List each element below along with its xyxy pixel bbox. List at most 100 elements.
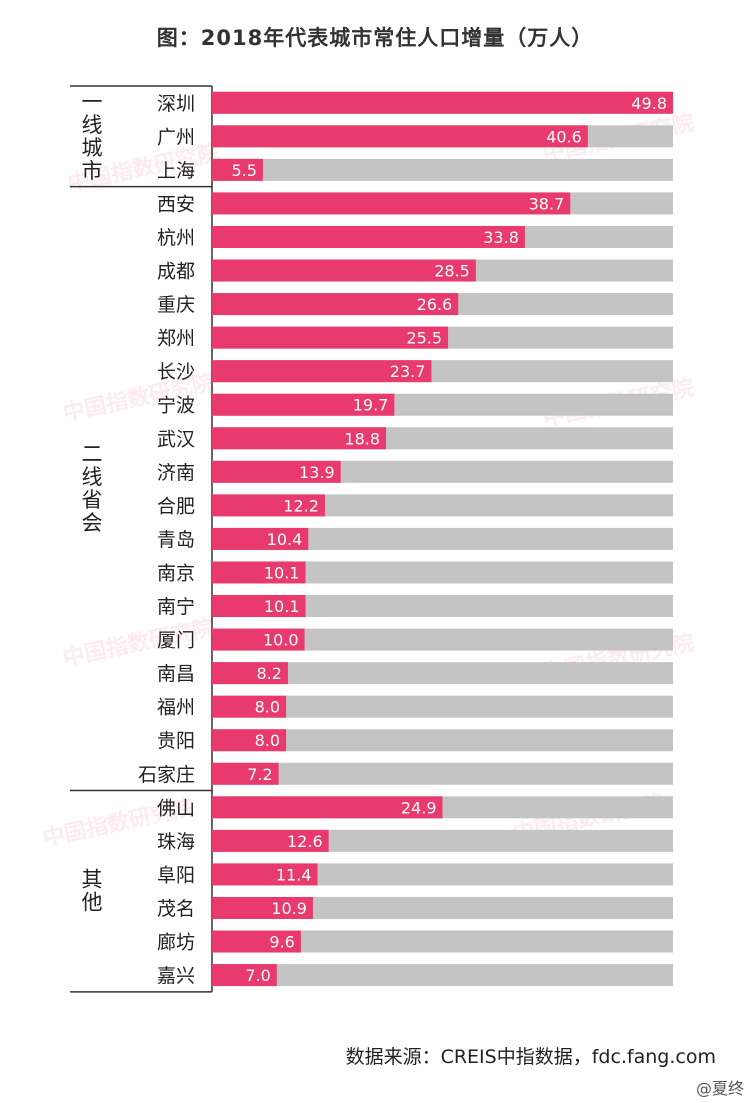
bar [212, 460, 341, 483]
bar-value-label: 28.5 [434, 262, 470, 281]
bar-track [212, 896, 673, 919]
bar-row: 12.6 珠海 [157, 829, 673, 853]
bar-value-label: 8.0 [255, 731, 280, 750]
bar [212, 561, 306, 584]
bar-row: 12.2 合肥 [157, 494, 673, 517]
category-label: 杭州 [157, 227, 195, 249]
category-label: 南京 [157, 562, 195, 584]
bar [212, 695, 287, 718]
bar-value-label: 10.0 [263, 631, 299, 650]
bar-track [212, 662, 673, 685]
bar-row: 38.7 西安 [157, 192, 673, 215]
category-label: 廊坊 [157, 932, 195, 954]
bar [212, 293, 459, 316]
bar-value-label: 40.6 [546, 127, 582, 146]
bar-row: 23.7 长沙 [157, 360, 673, 383]
bar [212, 393, 395, 416]
bar-track [212, 762, 673, 785]
bar-row: 13.9 济南 [157, 460, 673, 484]
bar-value-label: 8.0 [255, 698, 280, 717]
bar-row: 26.6 重庆 [157, 293, 673, 316]
bar-row: 8.2 南昌 [157, 662, 673, 685]
bar-row: 10.4 青岛 [157, 527, 673, 551]
category-label: 珠海 [157, 831, 195, 853]
bar-row: 8.0 福州 [157, 695, 673, 719]
category-label: 青岛 [157, 529, 195, 551]
bar-track [212, 930, 673, 953]
bar-row: 33.8 杭州 [157, 225, 673, 249]
category-label: 合肥 [157, 495, 195, 517]
bar-value-label: 13.9 [299, 463, 335, 482]
category-label: 南宁 [157, 596, 195, 618]
bar [212, 259, 476, 282]
credit-handle: @夏终 [695, 1079, 744, 1098]
category-label: 阜阳 [157, 864, 195, 886]
bar-row: 9.6 廊坊 [157, 930, 673, 954]
bar-track [212, 527, 673, 550]
bar [212, 326, 449, 349]
bar-track [212, 561, 673, 584]
category-label: 成都 [157, 261, 195, 283]
bar-track [212, 158, 673, 181]
category-label: 福州 [157, 697, 195, 719]
group-label: 一线城市 [82, 90, 103, 183]
bar-track [212, 595, 673, 618]
bar-value-label: 23.7 [390, 362, 426, 381]
bar [212, 829, 329, 852]
bar [212, 125, 588, 148]
bar [212, 158, 263, 181]
bar-value-label: 8.2 [256, 664, 281, 683]
bar [212, 896, 313, 919]
group-label: 其他 [82, 868, 103, 915]
bar [212, 662, 288, 685]
bar [212, 494, 325, 517]
bar-row: 18.8 武汉 [157, 427, 673, 450]
bar [212, 729, 287, 752]
bar-value-label: 10.1 [264, 597, 300, 616]
category-label: 西安 [157, 193, 195, 215]
category-label: 重庆 [157, 294, 195, 316]
bar-value-label: 7.2 [247, 765, 272, 784]
bar [212, 225, 525, 248]
category-label: 深圳 [157, 93, 195, 115]
category-label: 广州 [157, 126, 195, 148]
bar-value-label: 9.6 [269, 933, 294, 952]
bar [212, 762, 279, 785]
bar-value-label: 10.9 [271, 899, 307, 918]
bars: 49.8 深圳 40.6 广州 5.5 上海 38.7 西安 33.8 杭州 28.5 成都 26.6 重… [138, 91, 673, 987]
category-label: 厦门 [157, 630, 195, 652]
bar [212, 863, 318, 886]
bar [212, 930, 301, 953]
bar-value-label: 25.5 [406, 329, 442, 348]
chart-title: 图：2018年代表城市常住人口增量（万人） [156, 26, 594, 50]
category-label: 郑州 [157, 328, 195, 350]
category-label: 长沙 [157, 361, 195, 383]
bar [212, 964, 277, 987]
bar-track [212, 494, 673, 517]
bar-value-label: 49.8 [631, 94, 667, 113]
bar-value-label: 7.0 [245, 966, 270, 985]
bar-row: 10.1 南京 [157, 561, 673, 584]
category-label: 上海 [157, 160, 195, 182]
bar-value-label: 11.4 [276, 865, 312, 884]
bar-value-label: 18.8 [344, 429, 380, 448]
bar [212, 192, 571, 215]
bar-row: 40.6 广州 [157, 125, 673, 148]
category-label: 济南 [157, 462, 195, 484]
bar-row: 11.4 阜阳 [157, 863, 673, 886]
bar-value-label: 5.5 [231, 161, 256, 180]
bar-value-label: 12.2 [283, 496, 319, 515]
bar-value-label: 19.7 [353, 396, 389, 415]
category-label: 南昌 [157, 663, 195, 685]
bar-row: 49.8 深圳 [157, 91, 673, 115]
bar [212, 91, 673, 114]
group-label: 二线省会 [82, 442, 103, 535]
category-label: 宁波 [157, 395, 195, 417]
bar-row: 10.9 茂名 [157, 896, 673, 920]
bar-row: 24.9 佛山 [157, 796, 673, 819]
bar-track [212, 695, 673, 718]
bar [212, 628, 305, 651]
bar [212, 360, 432, 383]
